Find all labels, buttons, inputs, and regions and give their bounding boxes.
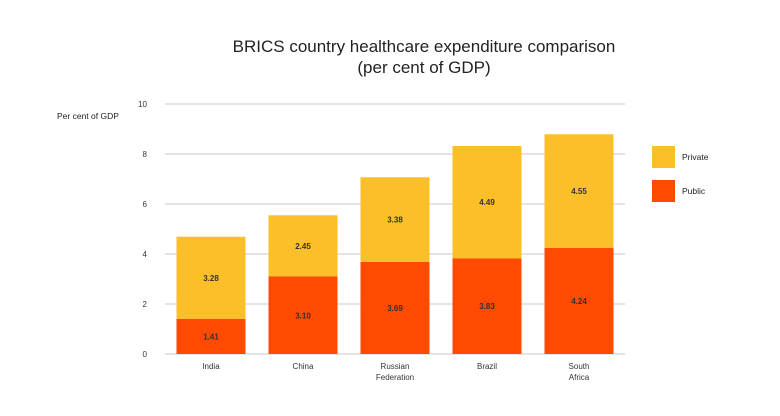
bar-private (176, 236, 246, 319)
data-label: 1.41 (203, 332, 219, 341)
data-label: 3.83 (479, 302, 495, 311)
chart-title: BRICS country healthcare expenditure com… (233, 37, 616, 56)
bar-private (544, 134, 614, 248)
chart-subtitle: (per cent of GDP) (357, 58, 490, 77)
bar-public (176, 318, 246, 354)
data-label: 4.49 (479, 198, 495, 207)
category-label: China (293, 362, 314, 371)
y-tick-label: 2 (143, 300, 148, 309)
legend-label-private: Private (682, 152, 709, 162)
data-label: 2.45 (295, 242, 311, 251)
y-tick-label: 0 (143, 350, 148, 359)
data-label: 4.24 (571, 297, 587, 306)
x-axis-labels: India China Russian Federation Brazil South Af… (202, 362, 589, 382)
category-label: Russian Federation (376, 362, 414, 382)
y-tick-label: 10 (138, 100, 147, 109)
data-label: 3.10 (295, 311, 311, 320)
data-labels: 1.41 3.28 3.10 2.45 3.69 3.38 3.83 4.49 4.24 4.55 (203, 187, 587, 341)
category-label: South Africa (569, 362, 590, 382)
bar-private (268, 215, 338, 277)
y-axis-label: Per cent of GDP (57, 111, 119, 121)
legend-label-public: Public (682, 186, 706, 196)
y-tick-label: 8 (143, 150, 148, 159)
legend: Private Public (652, 146, 709, 202)
category-label: India (202, 362, 220, 371)
legend-swatch-public (652, 180, 675, 202)
data-label: 3.28 (203, 274, 219, 283)
y-axis-ticks: 0 2 4 6 8 10 (138, 100, 147, 359)
bar-public (452, 258, 522, 354)
data-label: 4.55 (571, 187, 587, 196)
y-tick-label: 4 (143, 250, 148, 259)
bar-public (544, 248, 614, 354)
bar-private (360, 177, 430, 262)
data-label: 3.69 (387, 304, 403, 313)
bar-private (452, 146, 522, 259)
bar-public (268, 276, 338, 354)
bars (176, 134, 614, 354)
y-tick-label: 6 (143, 200, 148, 209)
legend-swatch-private (652, 146, 675, 168)
bar-public (360, 261, 430, 354)
data-label: 3.38 (387, 216, 403, 225)
category-label: Brazil (477, 362, 497, 371)
